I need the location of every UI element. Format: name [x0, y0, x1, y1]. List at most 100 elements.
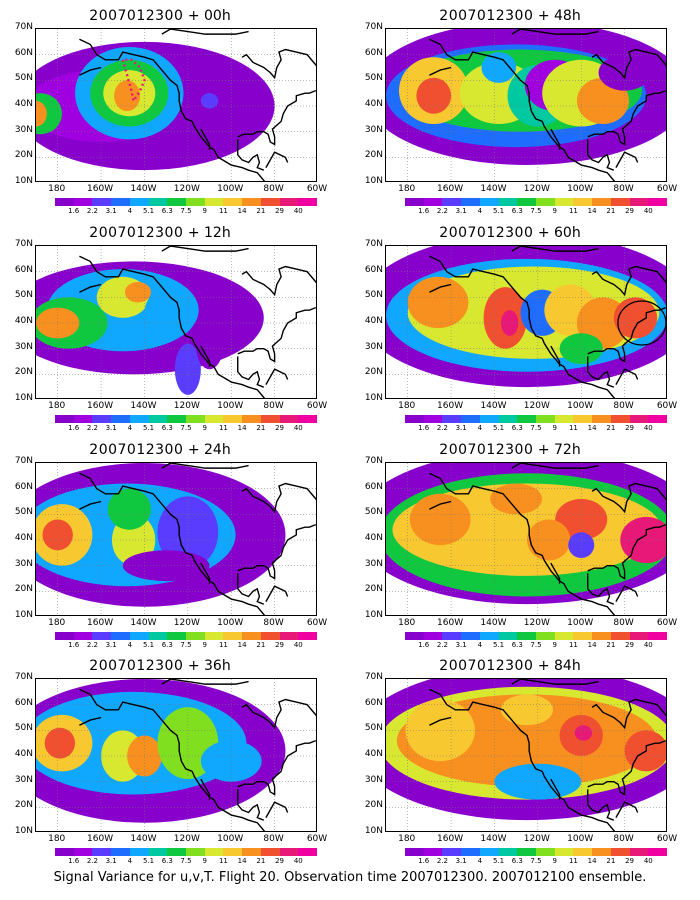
lon-label: 60W — [656, 401, 678, 411]
colorbar-label: 7.5 — [180, 641, 192, 649]
coastline — [615, 585, 639, 602]
lon-label: 100W — [567, 834, 594, 844]
variance-contour — [407, 276, 469, 329]
colorbar-swatch — [111, 415, 130, 423]
colorbar-label: 29 — [275, 207, 285, 215]
coastline — [265, 151, 289, 168]
colorbar-label: 4 — [477, 857, 483, 865]
highlight-circle — [617, 300, 666, 346]
lon-label: 140W — [480, 834, 507, 844]
colorbar-label: 9 — [552, 641, 557, 649]
colorbar-label: 14 — [587, 424, 597, 432]
lat-label: 10N — [14, 393, 33, 403]
lon-label: 120W — [523, 401, 550, 411]
colorbar-label: 14 — [237, 857, 247, 865]
variance-contour — [114, 80, 141, 112]
colorbar-swatch — [55, 415, 74, 423]
colorbar-swatch — [92, 632, 112, 640]
colorbar-label: 7.5 — [530, 641, 542, 649]
colorbar-swatch — [148, 632, 168, 640]
colorbar-label: 29 — [275, 641, 285, 649]
colorbar-label: 2.2 — [86, 857, 98, 865]
panel-title: 2007012300 + 00h — [5, 8, 315, 24]
colorbar-swatch — [610, 848, 630, 856]
lon-label: 180 — [48, 618, 66, 628]
colorbar-label: 3.1 — [455, 857, 467, 865]
colorbar-swatch — [223, 415, 243, 423]
colorbar-label: 40 — [643, 857, 653, 865]
coastline — [429, 38, 616, 181]
colorbar-swatch — [204, 415, 224, 423]
panel-title: 2007012300 + 72h — [355, 442, 665, 458]
colorbar-swatch — [279, 415, 299, 423]
variance-contour — [200, 740, 262, 782]
variance-map — [385, 28, 667, 182]
colorbar-swatch — [610, 632, 630, 640]
lat-label: 10N — [364, 176, 383, 186]
panel-lead-time: + 12h — [183, 225, 231, 241]
lat-label: 60N — [364, 47, 383, 58]
lon-label: 80W — [263, 618, 284, 628]
variance-contour — [409, 493, 471, 546]
colorbar-swatch — [629, 415, 649, 423]
colorbar-swatch — [610, 198, 630, 206]
panel-lead-time: + 00h — [183, 8, 231, 24]
colorbar-label: 3.1 — [105, 207, 117, 215]
colorbar-swatch — [405, 198, 424, 206]
coastline — [511, 29, 599, 35]
panel-run-time: 2007012300 — [439, 8, 534, 24]
lon-label: 100W — [217, 184, 244, 194]
colorbar — [405, 415, 668, 423]
colorbar-swatch — [129, 415, 149, 423]
colorbar-swatch — [186, 632, 205, 640]
lat-label: 40N — [364, 99, 383, 109]
lon-label: 160W — [87, 618, 114, 628]
colorbar-label: 4 — [127, 207, 133, 215]
lat-label: 20N — [14, 150, 33, 161]
colorbar-label: 3.1 — [105, 424, 117, 432]
lat-label: 60N — [14, 264, 33, 275]
lat-label: 70N — [364, 456, 383, 466]
coastline — [237, 789, 265, 821]
coastline — [79, 688, 266, 831]
colorbar-swatch — [204, 198, 224, 206]
lat-label: 60N — [364, 481, 383, 492]
lat-label: 40N — [14, 749, 33, 759]
coastline — [241, 698, 316, 730]
panel-run-time: 2007012300 — [439, 658, 534, 674]
panel-title: 2007012300 + 12h — [5, 225, 315, 241]
colorbar-label: 21 — [256, 207, 266, 215]
coastline — [161, 29, 249, 35]
colorbar-swatch — [242, 632, 261, 640]
colorbar-label: 14 — [237, 207, 247, 215]
coastline — [79, 500, 102, 510]
colorbar-label: 7.5 — [180, 857, 192, 865]
lat-label: 50N — [364, 73, 383, 84]
lon-label: 100W — [217, 618, 244, 628]
coastline — [237, 89, 316, 146]
panel-run-time: 2007012300 — [89, 225, 184, 241]
lat-label: 20N — [364, 150, 383, 161]
colorbar-swatch — [423, 848, 443, 856]
colorbar-label: 4 — [127, 641, 133, 649]
variance-contour — [200, 93, 219, 109]
coastline — [429, 283, 452, 293]
lon-label: 80W — [263, 834, 284, 844]
lon-label: 100W — [567, 184, 594, 194]
coastline — [591, 482, 666, 514]
colorbar-swatch — [629, 848, 649, 856]
colorbar-swatch — [554, 198, 574, 206]
colorbar-label: 4 — [477, 207, 483, 215]
lon-label: 120W — [173, 834, 200, 844]
colorbar-swatch — [73, 848, 93, 856]
colorbar-label: 7.5 — [530, 424, 542, 432]
colorbar-label: 29 — [625, 857, 635, 865]
variance-contour — [416, 77, 452, 114]
lon-label: 180 — [398, 401, 416, 411]
colorbar-swatch — [148, 415, 168, 423]
coastline — [161, 463, 249, 469]
colorbar-swatch — [129, 632, 149, 640]
colorbar-label: 40 — [293, 857, 303, 865]
coastline — [200, 128, 211, 150]
colorbar-label: 4 — [127, 857, 133, 865]
